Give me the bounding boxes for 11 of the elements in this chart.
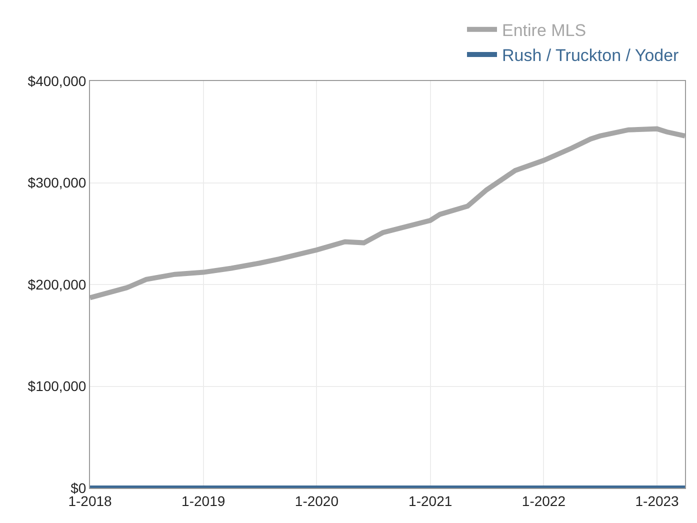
- x-tick-label: 1-2021: [408, 492, 452, 509]
- x-tick-label: 1-2019: [182, 492, 226, 509]
- y-tick-label: $100,000: [28, 378, 86, 394]
- y-tick-label: $400,000: [28, 72, 86, 89]
- legend-label: Entire MLS: [502, 21, 586, 40]
- x-tick-label: 1-2023: [635, 492, 680, 509]
- legend-label: Rush / Truckton / Yoder: [502, 46, 680, 66]
- y-tick-label: $200,000: [28, 276, 86, 292]
- y-tick-label: $300,000: [28, 174, 86, 191]
- x-tick-label: 1-2022: [522, 492, 566, 509]
- x-tick-label: 1-2020: [294, 492, 339, 509]
